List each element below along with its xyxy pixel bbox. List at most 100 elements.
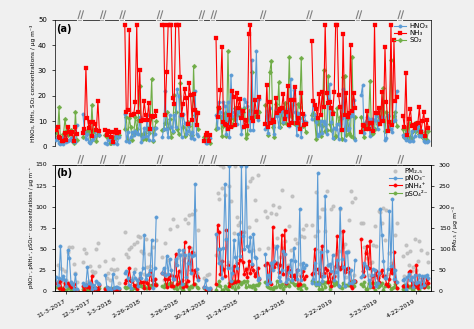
Point bbox=[363, 255, 371, 261]
Point bbox=[380, 206, 387, 211]
SO₂ bbox=[59, 138, 65, 141]
Point bbox=[88, 268, 96, 274]
Point bbox=[308, 222, 316, 227]
Point bbox=[387, 261, 395, 266]
Point bbox=[323, 189, 330, 194]
Point bbox=[298, 234, 305, 239]
Text: (b): (b) bbox=[56, 168, 73, 178]
Point bbox=[280, 246, 287, 251]
Point bbox=[239, 229, 246, 235]
Point bbox=[365, 272, 372, 278]
PM₂.₅ bbox=[69, 244, 76, 249]
SO₂ bbox=[70, 136, 75, 140]
Point bbox=[230, 230, 238, 236]
Point bbox=[341, 242, 348, 247]
Point bbox=[173, 224, 181, 229]
SO₂ bbox=[71, 141, 77, 145]
Point bbox=[276, 254, 284, 260]
Line: pSO₄²⁻: pSO₄²⁻ bbox=[54, 285, 79, 292]
Point bbox=[285, 224, 293, 229]
pNO₃⁻ bbox=[65, 248, 71, 252]
Point bbox=[311, 234, 319, 239]
Point bbox=[126, 247, 133, 252]
pNH₄⁺ bbox=[61, 287, 66, 291]
Point bbox=[377, 209, 384, 214]
Point bbox=[200, 275, 208, 281]
Point bbox=[158, 254, 166, 260]
Point bbox=[131, 266, 139, 271]
Line: SO₂: SO₂ bbox=[54, 105, 79, 144]
pNO₃⁻ bbox=[62, 278, 68, 282]
Point bbox=[81, 246, 88, 252]
Point bbox=[149, 244, 157, 250]
pNH₄⁺ bbox=[71, 282, 77, 286]
Point bbox=[215, 196, 223, 201]
Point bbox=[115, 281, 123, 286]
Point bbox=[392, 232, 399, 238]
pNO₃⁻ bbox=[58, 244, 64, 248]
Point bbox=[332, 251, 339, 256]
Point bbox=[237, 247, 245, 253]
Line: pNH₄⁺: pNH₄⁺ bbox=[54, 280, 79, 291]
Point bbox=[167, 273, 175, 278]
SO₂ bbox=[68, 128, 74, 132]
Point bbox=[251, 197, 259, 202]
Point bbox=[337, 206, 344, 212]
Point bbox=[319, 206, 326, 212]
Point bbox=[287, 248, 294, 253]
NH₃ bbox=[62, 131, 68, 135]
Point bbox=[264, 245, 272, 250]
NH₃ bbox=[55, 125, 60, 129]
Point bbox=[101, 259, 109, 264]
Point bbox=[122, 251, 130, 257]
Point bbox=[82, 250, 90, 256]
Point bbox=[191, 208, 199, 213]
Point bbox=[124, 254, 132, 260]
NH₃ bbox=[53, 128, 59, 132]
Point bbox=[389, 263, 396, 268]
Point bbox=[135, 234, 142, 239]
Point bbox=[203, 273, 211, 278]
pNH₄⁺ bbox=[65, 282, 71, 286]
pNO₃⁻ bbox=[70, 282, 75, 286]
Line: pNO₃⁻: pNO₃⁻ bbox=[54, 244, 79, 291]
pSO₄²⁻ bbox=[68, 288, 74, 292]
pNH₄⁺ bbox=[59, 288, 65, 291]
Point bbox=[90, 271, 97, 277]
Point bbox=[339, 244, 347, 249]
Point bbox=[85, 278, 93, 284]
Point bbox=[333, 273, 341, 278]
PM₂.₅ bbox=[70, 261, 78, 266]
SO₂ bbox=[62, 117, 68, 121]
Point bbox=[321, 229, 329, 234]
Point bbox=[320, 206, 328, 212]
Legend: HNO₃, NH₃, SO₂: HNO₃, NH₃, SO₂ bbox=[391, 20, 431, 46]
Point bbox=[328, 207, 335, 212]
NH₃ bbox=[59, 139, 65, 143]
NH₃ bbox=[64, 138, 69, 142]
Point bbox=[232, 163, 239, 168]
SO₂ bbox=[65, 133, 71, 137]
Point bbox=[404, 250, 411, 256]
Point bbox=[151, 277, 158, 282]
HNO₃ bbox=[73, 140, 78, 144]
Point bbox=[136, 235, 144, 240]
Point bbox=[246, 178, 254, 184]
Y-axis label: HNO₃, NH₃, SO₂ concentrations / μg m⁻³: HNO₃, NH₃, SO₂ concentrations / μg m⁻³ bbox=[30, 24, 36, 142]
Point bbox=[299, 226, 307, 231]
SO₂ bbox=[56, 105, 62, 109]
Point bbox=[372, 243, 380, 248]
Point bbox=[206, 285, 214, 291]
Point bbox=[178, 251, 185, 256]
PM₂.₅ bbox=[72, 270, 79, 275]
Point bbox=[94, 240, 101, 246]
Point bbox=[130, 241, 137, 247]
Point bbox=[166, 226, 173, 231]
Point bbox=[371, 223, 378, 228]
Point bbox=[324, 264, 332, 269]
Point bbox=[108, 266, 115, 271]
Point bbox=[242, 265, 250, 270]
Point bbox=[275, 205, 283, 210]
Point bbox=[235, 222, 242, 227]
pSO₄²⁻ bbox=[62, 288, 68, 291]
